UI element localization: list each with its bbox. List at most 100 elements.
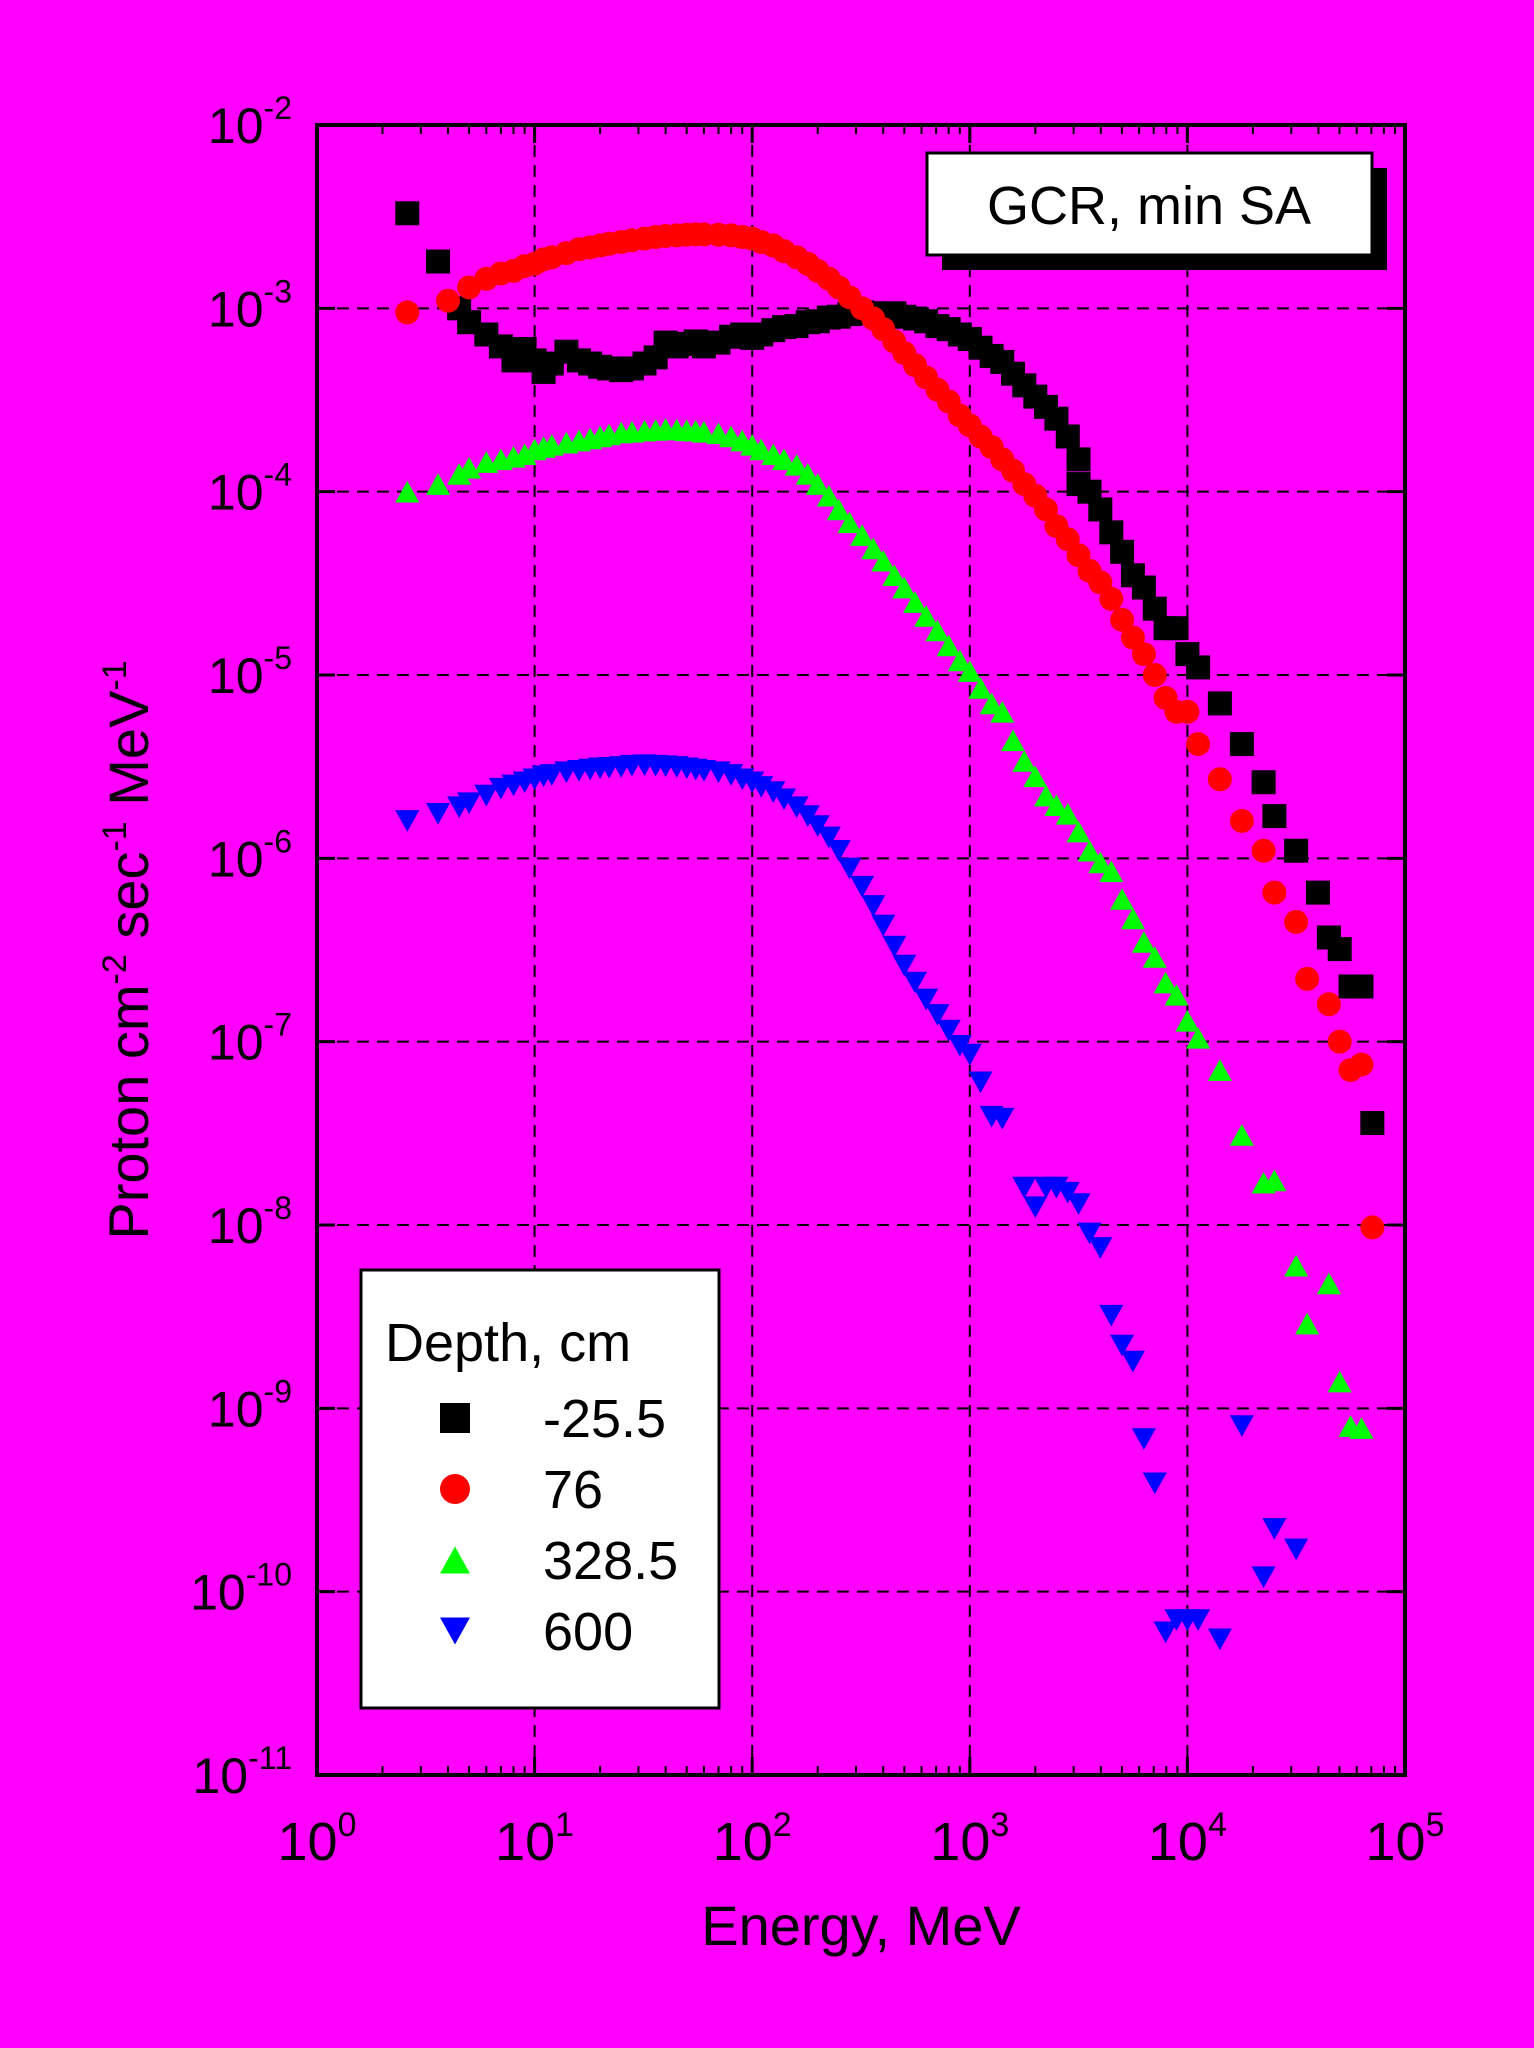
data-point — [871, 549, 896, 572]
legend-marker — [440, 1403, 470, 1433]
data-point — [1251, 770, 1276, 795]
data-point — [395, 810, 420, 832]
data-point — [1164, 616, 1189, 641]
data-point — [395, 480, 420, 503]
data-point — [1077, 839, 1102, 862]
grid — [317, 125, 1405, 1775]
data-point — [1088, 1237, 1113, 1259]
annotation-frame — [925, 151, 1374, 257]
data-points — [395, 201, 1385, 1651]
data-point — [861, 895, 886, 917]
legend-marker — [440, 1617, 470, 1645]
data-point — [1251, 838, 1276, 863]
data-point — [395, 300, 420, 325]
x-tick-label: 103 — [930, 1806, 1009, 1872]
data-point — [1327, 1029, 1352, 1054]
x-tick-labels: 100 101 102 103 104 105 — [278, 1806, 1445, 1872]
data-point — [1120, 907, 1145, 930]
data-point — [457, 792, 482, 814]
data-point — [1229, 1415, 1254, 1437]
data-point — [1110, 539, 1135, 564]
y-axis-label-exp: -1 — [96, 821, 134, 851]
data-point — [914, 988, 939, 1011]
data-point — [1001, 729, 1026, 752]
data-point — [1360, 1111, 1385, 1136]
data-point — [1186, 1026, 1211, 1049]
data-point — [903, 971, 928, 994]
data-point — [1349, 1417, 1374, 1439]
data-point — [1262, 1518, 1287, 1540]
data-point — [1349, 1052, 1374, 1077]
data-point — [1077, 1222, 1102, 1245]
data-point — [1207, 1059, 1232, 1081]
data-point — [871, 914, 896, 937]
y-tick-label: 10-2 — [208, 90, 292, 154]
x-tick-label: 104 — [1148, 1806, 1227, 1872]
y-tick-label: 10-8 — [208, 1190, 292, 1254]
x-tick-label: 102 — [713, 1806, 792, 1872]
data-point — [1207, 767, 1232, 792]
data-point — [1131, 575, 1156, 600]
data-point — [1229, 808, 1254, 833]
data-point — [816, 484, 841, 507]
data-point — [1349, 974, 1374, 999]
data-point — [436, 288, 461, 313]
x-tick-label: 101 — [495, 1806, 574, 1872]
data-point — [1305, 880, 1330, 905]
x-tick-label: 100 — [278, 1806, 357, 1872]
legend-marker — [440, 1474, 470, 1504]
data-point — [1284, 1254, 1309, 1277]
data-point — [1099, 1304, 1124, 1327]
data-point — [795, 463, 820, 485]
legend-label: 328.5 — [543, 1531, 678, 1591]
data-point — [861, 537, 886, 560]
y-axis-label-main: sec — [97, 852, 160, 955]
data-point — [691, 421, 716, 443]
data-point — [1142, 663, 1167, 687]
data-point — [1207, 691, 1232, 716]
data-point — [1153, 971, 1178, 994]
data-point — [1131, 931, 1156, 953]
legend-marker — [440, 1546, 470, 1574]
data-point — [1327, 1370, 1352, 1393]
data-point — [1110, 1334, 1135, 1357]
data-point — [1142, 946, 1167, 968]
data-point — [784, 454, 809, 476]
data-point — [1262, 880, 1287, 905]
data-point — [990, 1107, 1015, 1130]
data-point — [1229, 1124, 1254, 1146]
data-point — [784, 796, 809, 819]
data-point — [1110, 888, 1135, 910]
series-2 — [395, 222, 1385, 1240]
data-point — [1251, 1566, 1276, 1588]
data-point — [761, 781, 786, 803]
data-point — [1186, 655, 1211, 680]
data-point — [837, 511, 862, 534]
legend-label: 76 — [543, 1460, 603, 1520]
annotation-box: GCR, min SA — [925, 151, 1387, 270]
data-point — [1327, 937, 1352, 962]
data-point — [837, 857, 862, 880]
data-point — [1099, 586, 1124, 611]
data-point — [925, 619, 950, 642]
data-point — [1023, 1196, 1048, 1219]
data-point — [990, 700, 1015, 723]
y-axis-label-exp: -1 — [96, 660, 134, 690]
legend: Depth, cm -25.5 76 328.5 600 — [359, 1268, 721, 1710]
data-point — [1099, 860, 1124, 883]
data-point — [826, 839, 851, 862]
plot-frame — [315, 123, 1407, 1777]
data-point — [925, 1004, 950, 1026]
data-point — [1110, 607, 1135, 632]
y-tick-label: 10-11 — [193, 1740, 293, 1804]
data-point — [1023, 765, 1048, 788]
annotation-text: GCR, min SA — [987, 176, 1311, 236]
data-point — [957, 660, 982, 682]
y-tick-labels: 10-2 10-3 10-4 10-5 10-6 10-7 10-8 10-9 10-10 10-… — [190, 90, 292, 1804]
y-tick-label: 10-5 — [208, 640, 292, 704]
data-point — [1066, 447, 1091, 472]
data-point — [1360, 1215, 1385, 1240]
data-point — [1175, 1009, 1200, 1032]
x-tick-label: 105 — [1366, 1806, 1445, 1872]
